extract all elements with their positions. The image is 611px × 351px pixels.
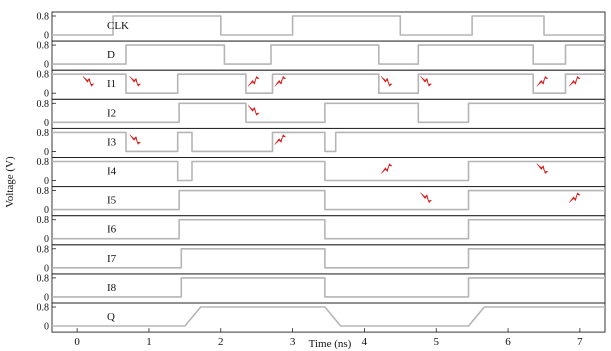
- x-tick-label: 6: [505, 336, 511, 348]
- series-line-q: [52, 306, 605, 327]
- glitch-marker-i1: [536, 75, 549, 87]
- x-tick-label: 1: [146, 336, 152, 348]
- series-label-i3: I3: [107, 136, 117, 148]
- glitch-marker-i3: [129, 134, 142, 145]
- panel-i2: 0.8 0 I2: [37, 99, 606, 129]
- series-label-i2: I2: [107, 107, 116, 119]
- signal-panels: 0.80CLK0.80D0.80I10.80I20.80I30.80I40.80…: [37, 12, 606, 333]
- glitch-marker-i3: [274, 134, 287, 145]
- series-label-i1: I1: [107, 78, 116, 90]
- glitch-marker-i1: [247, 75, 260, 87]
- series-line-i3: [52, 131, 605, 153]
- glitch-marker-i1: [380, 76, 393, 87]
- y-tick-label: 0.8: [37, 12, 50, 23]
- panel-frame: [51, 302, 606, 333]
- x-axis-label: Time (ns): [309, 338, 352, 350]
- y-tick-label: 0.8: [37, 186, 50, 197]
- series-line-clk: [52, 15, 605, 36]
- series-line-i8: [52, 277, 605, 298]
- panel-i8: 0.8 0 I8: [37, 273, 606, 304]
- glitch-marker-i1: [274, 75, 287, 87]
- panel-i3: 0.8 0 I3: [37, 128, 606, 158]
- series-line-i2: [52, 102, 605, 124]
- series-label-i5: I5: [107, 195, 117, 207]
- y-tick-label: 0: [44, 147, 49, 158]
- panel-i5: 0.8 0 I5: [37, 186, 606, 217]
- series-label-i8: I8: [107, 282, 117, 294]
- x-tick-label: 2: [218, 336, 224, 348]
- series-line-i5: [52, 189, 605, 211]
- x-tick-label: 5: [433, 336, 439, 348]
- y-tick-label: 0.8: [37, 215, 50, 226]
- series-line-i1: [52, 73, 605, 94]
- series-label-i4: I4: [107, 166, 117, 178]
- y-tick-label: 0.8: [37, 99, 50, 110]
- x-tick-label: 4: [362, 336, 368, 348]
- y-tick-label: 0: [44, 118, 49, 129]
- y-axis-label: Voltage (V): [4, 156, 16, 208]
- series-label-clk: CLK: [107, 20, 129, 32]
- x-axis: 0 1 2 3 4 5 6 7: [74, 328, 583, 348]
- y-tick-label: 0: [44, 60, 49, 71]
- y-tick-label: 0.8: [37, 157, 50, 168]
- y-tick-label: 0.8: [37, 244, 50, 255]
- glitch-marker-i4: [380, 163, 393, 174]
- glitch-marker-i1: [568, 75, 581, 87]
- x-tick-label: 3: [290, 336, 296, 348]
- y-tick-label: 0: [44, 234, 49, 245]
- y-tick-label: 0.8: [37, 41, 50, 52]
- y-tick-label: 0.8: [37, 273, 50, 284]
- panel-clk: 0.8 0 CLK: [37, 12, 606, 42]
- series-label-i6: I6: [107, 224, 117, 236]
- y-tick-label: 0.8: [37, 303, 50, 314]
- glitch-marker-i1: [420, 76, 433, 87]
- panel-q: 0.8 0 Q: [37, 303, 606, 333]
- series-label-d: D: [107, 49, 115, 61]
- series-line-i6: [52, 218, 605, 240]
- series-label-q: Q: [107, 311, 115, 323]
- series-line-d: [52, 44, 605, 65]
- series-label-i7: I7: [107, 253, 117, 265]
- y-tick-label: 0: [44, 205, 49, 216]
- y-tick-label: 0: [44, 176, 49, 187]
- y-tick-label: 0: [44, 292, 49, 303]
- y-tick-label: 0: [44, 89, 49, 100]
- x-tick-label: 0: [74, 336, 80, 348]
- panel-d: 0.8 0 D: [37, 41, 606, 71]
- y-tick-label: 0.8: [37, 128, 50, 139]
- y-tick-label: 0: [44, 263, 49, 274]
- y-tick-label: 0: [44, 322, 49, 333]
- glitch-marker-i5: [420, 192, 433, 204]
- panel-i6: 0.8 0 I6: [37, 215, 606, 246]
- glitch-marker-i5: [568, 192, 581, 203]
- glitch-marker-i1: [129, 76, 142, 87]
- y-tick-label: 0: [44, 31, 49, 42]
- glitch-marker-i4: [536, 163, 549, 174]
- series-line-i7: [52, 248, 605, 269]
- x-tick-label: 7: [577, 336, 583, 348]
- y-tick-label: 0.8: [37, 70, 50, 81]
- glitch-marker-i1: [82, 76, 95, 87]
- panel-i4: 0.8 0 I4: [37, 157, 606, 188]
- glitch-marker-i2: [247, 105, 260, 116]
- panel-i1: 0.8 0 I1: [37, 70, 606, 100]
- panel-i7: 0.8 0 I7: [37, 244, 606, 275]
- series-line-i4: [52, 160, 605, 182]
